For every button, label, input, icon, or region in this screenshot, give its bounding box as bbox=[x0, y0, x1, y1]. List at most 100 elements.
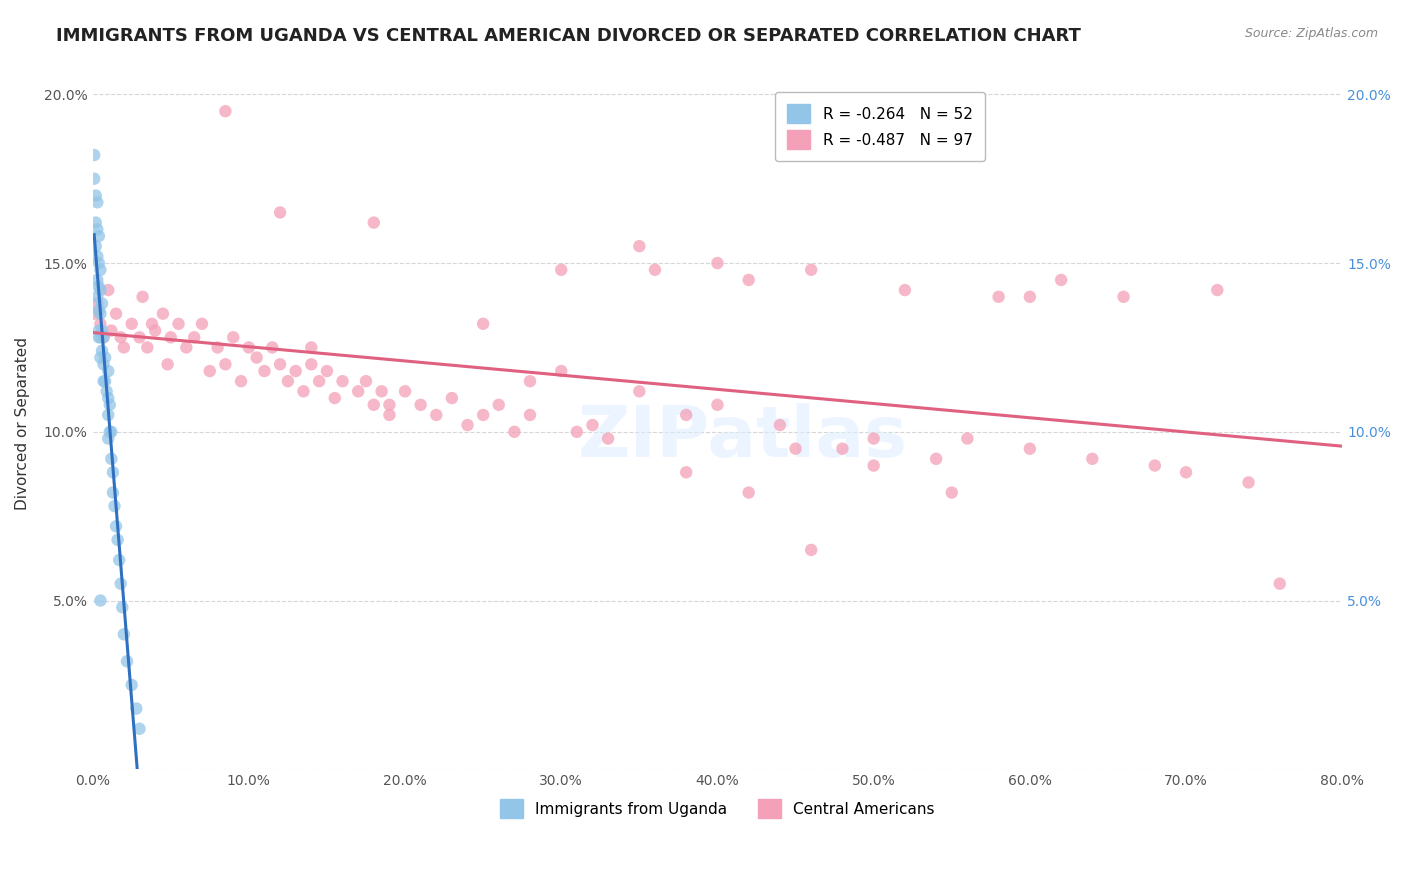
Point bbox=[299, 341, 322, 355]
Point bbox=[86, 290, 108, 304]
Y-axis label: Divorced or Separated: Divorced or Separated bbox=[15, 337, 30, 510]
Point bbox=[86, 249, 108, 263]
Point bbox=[84, 216, 107, 230]
Point bbox=[800, 543, 823, 558]
Point bbox=[87, 330, 110, 344]
Point bbox=[107, 533, 129, 547]
Point bbox=[1050, 273, 1073, 287]
Text: ZIPatlas: ZIPatlas bbox=[578, 402, 907, 472]
Point bbox=[111, 600, 134, 615]
Point bbox=[86, 195, 108, 210]
Point bbox=[269, 357, 291, 371]
Point bbox=[785, 442, 807, 456]
Point bbox=[93, 374, 115, 388]
Point bbox=[89, 330, 111, 344]
Point bbox=[1175, 465, 1198, 479]
Point bbox=[1081, 451, 1104, 466]
Point bbox=[105, 307, 128, 321]
Point bbox=[519, 374, 541, 388]
Point bbox=[183, 330, 205, 344]
Point bbox=[83, 307, 105, 321]
Point bbox=[214, 357, 236, 371]
Point bbox=[253, 364, 276, 378]
Point bbox=[284, 364, 307, 378]
Point bbox=[332, 374, 354, 388]
Point bbox=[112, 341, 135, 355]
Point bbox=[565, 425, 588, 439]
Point bbox=[152, 307, 174, 321]
Point bbox=[141, 317, 163, 331]
Point bbox=[299, 357, 322, 371]
Point bbox=[167, 317, 190, 331]
Point bbox=[97, 432, 120, 446]
Point bbox=[100, 425, 122, 439]
Point bbox=[277, 374, 299, 388]
Point bbox=[128, 722, 150, 736]
Point bbox=[519, 408, 541, 422]
Point bbox=[89, 262, 111, 277]
Point bbox=[97, 391, 120, 405]
Point bbox=[941, 485, 963, 500]
Point bbox=[862, 432, 884, 446]
Point bbox=[1018, 442, 1040, 456]
Point bbox=[409, 398, 432, 412]
Point bbox=[363, 216, 385, 230]
Point bbox=[91, 296, 114, 310]
Point bbox=[378, 408, 401, 422]
Point bbox=[89, 351, 111, 365]
Point bbox=[246, 351, 269, 365]
Point bbox=[84, 188, 107, 202]
Point bbox=[472, 408, 495, 422]
Point bbox=[831, 442, 853, 456]
Point bbox=[94, 351, 117, 365]
Point bbox=[214, 104, 236, 119]
Point bbox=[862, 458, 884, 473]
Point bbox=[262, 341, 284, 355]
Point bbox=[121, 678, 143, 692]
Point bbox=[86, 273, 108, 287]
Point bbox=[156, 357, 179, 371]
Point bbox=[737, 485, 759, 500]
Point bbox=[706, 256, 728, 270]
Point bbox=[628, 384, 651, 399]
Point bbox=[97, 283, 120, 297]
Point bbox=[131, 290, 153, 304]
Point bbox=[87, 303, 110, 318]
Point bbox=[550, 364, 572, 378]
Text: IMMIGRANTS FROM UGANDA VS CENTRAL AMERICAN DIVORCED OR SEPARATED CORRELATION CHA: IMMIGRANTS FROM UGANDA VS CENTRAL AMERIC… bbox=[56, 27, 1081, 45]
Point bbox=[91, 324, 114, 338]
Point bbox=[128, 330, 150, 344]
Point bbox=[503, 425, 526, 439]
Point bbox=[363, 398, 385, 412]
Point bbox=[87, 229, 110, 244]
Point bbox=[675, 465, 697, 479]
Point bbox=[425, 408, 447, 422]
Point bbox=[472, 317, 495, 331]
Point bbox=[97, 408, 120, 422]
Point bbox=[89, 317, 111, 331]
Point bbox=[269, 205, 291, 219]
Point bbox=[100, 451, 122, 466]
Point bbox=[378, 398, 401, 412]
Point bbox=[110, 576, 132, 591]
Point bbox=[706, 398, 728, 412]
Point bbox=[222, 330, 245, 344]
Point bbox=[956, 432, 979, 446]
Point bbox=[394, 384, 416, 399]
Point bbox=[93, 357, 115, 371]
Point bbox=[87, 256, 110, 270]
Point bbox=[100, 324, 122, 338]
Point bbox=[800, 262, 823, 277]
Point bbox=[84, 239, 107, 253]
Point bbox=[347, 384, 370, 399]
Point bbox=[86, 222, 108, 236]
Point bbox=[292, 384, 315, 399]
Point bbox=[925, 451, 948, 466]
Point bbox=[308, 374, 330, 388]
Point bbox=[598, 432, 620, 446]
Point bbox=[323, 391, 346, 405]
Point bbox=[101, 485, 124, 500]
Point bbox=[94, 374, 117, 388]
Point bbox=[1018, 290, 1040, 304]
Text: Source: ZipAtlas.com: Source: ZipAtlas.com bbox=[1244, 27, 1378, 40]
